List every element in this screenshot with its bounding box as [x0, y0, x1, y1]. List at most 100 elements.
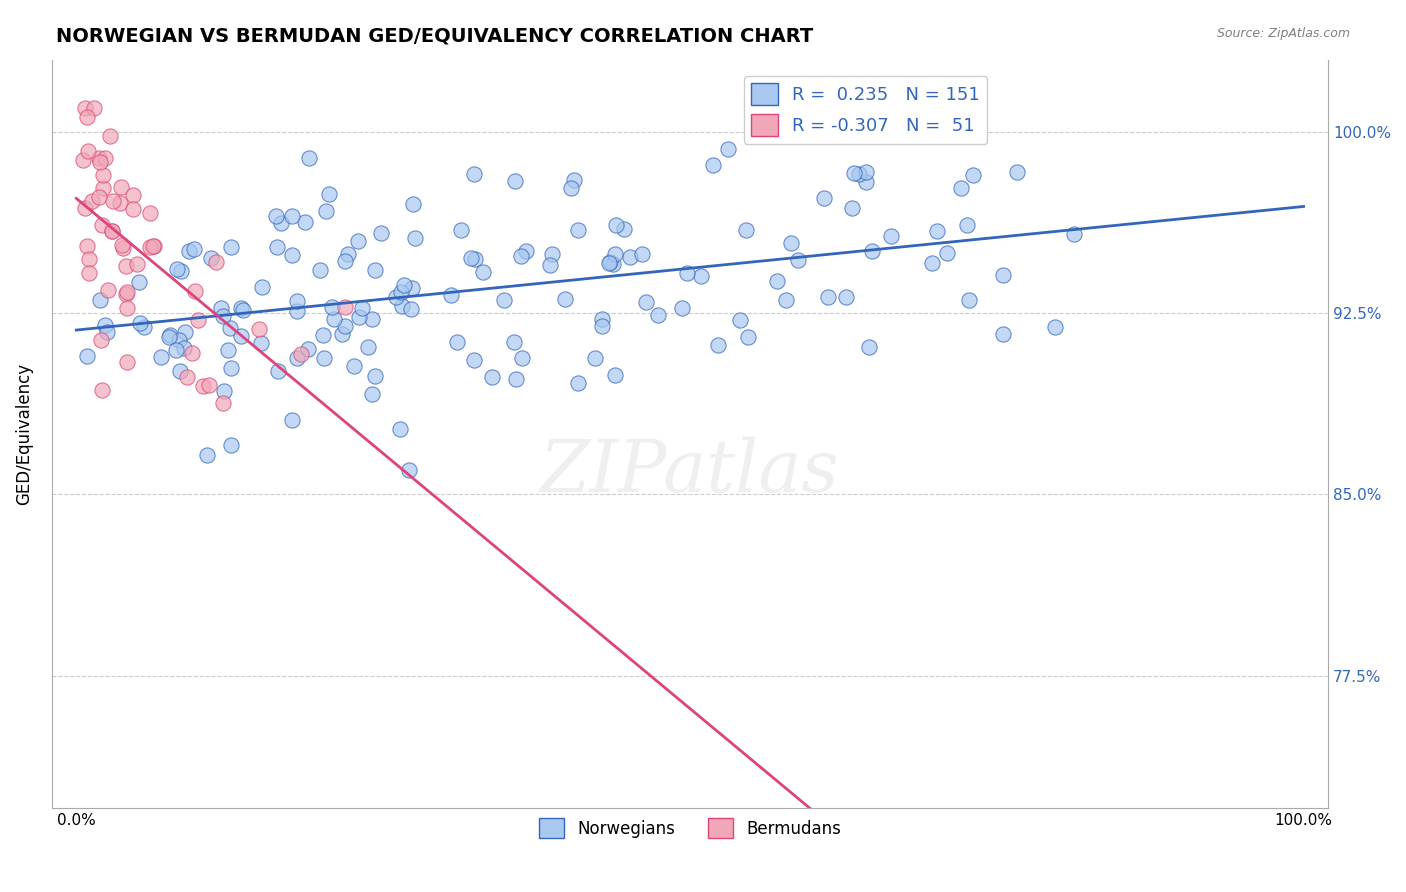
Point	[83, 101, 105, 115]
Legend: Norwegians, Bermudans: Norwegians, Bermudans	[531, 812, 848, 845]
Point	[195, 448, 218, 462]
Point	[100, 223, 122, 237]
Point	[676, 266, 699, 280]
Point	[184, 284, 207, 298]
Point	[460, 252, 482, 266]
Point	[855, 175, 877, 189]
Point	[842, 166, 865, 180]
Point	[848, 167, 870, 181]
Point	[956, 218, 979, 232]
Point	[605, 218, 627, 232]
Point	[232, 302, 254, 317]
Point	[297, 342, 319, 356]
Point	[77, 266, 100, 280]
Point	[97, 283, 120, 297]
Point	[247, 322, 270, 336]
Point	[780, 236, 803, 251]
Point	[330, 326, 353, 341]
Point	[401, 281, 423, 295]
Point	[94, 151, 117, 165]
Point	[702, 158, 724, 172]
Text: NORWEGIAN VS BERMUDAN GED/EQUIVALENCY CORRELATION CHART: NORWEGIAN VS BERMUDAN GED/EQUIVALENCY CO…	[56, 27, 814, 45]
Point	[471, 264, 494, 278]
Point	[440, 287, 463, 301]
Point	[389, 422, 412, 436]
Point	[101, 224, 124, 238]
Y-axis label: GED/Equivalency: GED/Equivalency	[15, 363, 32, 505]
Point	[77, 252, 100, 266]
Point	[312, 328, 335, 343]
Point	[76, 110, 98, 124]
Point	[73, 101, 96, 115]
Point	[217, 343, 239, 357]
Point	[110, 179, 132, 194]
Point	[993, 326, 1015, 341]
Point	[364, 368, 387, 383]
Point	[211, 396, 233, 410]
Point	[605, 368, 627, 382]
Point	[735, 223, 758, 237]
Point	[728, 313, 751, 327]
Point	[690, 268, 713, 283]
Point	[991, 268, 1014, 282]
Point	[111, 237, 134, 252]
Point	[212, 309, 235, 323]
Point	[392, 277, 415, 292]
Point	[204, 255, 226, 269]
Point	[281, 413, 304, 427]
Point	[634, 295, 657, 310]
Point	[285, 294, 308, 309]
Point	[132, 320, 155, 334]
Point	[193, 379, 215, 393]
Point	[347, 235, 370, 249]
Point	[231, 329, 253, 343]
Point	[309, 263, 332, 277]
Point	[229, 301, 252, 315]
Point	[174, 325, 197, 339]
Point	[212, 384, 235, 399]
Point	[921, 256, 943, 270]
Point	[463, 352, 485, 367]
Point	[364, 262, 387, 277]
Point	[855, 164, 877, 178]
Point	[538, 258, 561, 272]
Point	[562, 173, 585, 187]
Point	[73, 201, 96, 215]
Point	[337, 247, 360, 261]
Point	[1063, 227, 1085, 241]
Point	[111, 241, 134, 255]
Point	[841, 202, 863, 216]
Point	[463, 167, 485, 181]
Point	[401, 301, 423, 316]
Point	[560, 180, 582, 194]
Point	[619, 250, 641, 264]
Point	[294, 215, 316, 229]
Point	[540, 246, 562, 260]
Point	[103, 194, 125, 208]
Point	[267, 364, 290, 378]
Point	[187, 313, 209, 327]
Point	[384, 290, 406, 304]
Point	[389, 285, 412, 299]
Point	[219, 361, 242, 376]
Point	[598, 256, 620, 270]
Point	[93, 318, 115, 332]
Point	[89, 190, 111, 204]
Point	[183, 242, 205, 256]
Point	[352, 301, 374, 315]
Point	[96, 325, 118, 339]
Point	[98, 129, 121, 144]
Point	[583, 351, 606, 366]
Point	[510, 351, 533, 366]
Point	[167, 334, 190, 348]
Point	[567, 223, 589, 237]
Point	[957, 293, 980, 308]
Point	[323, 312, 346, 326]
Point	[82, 194, 104, 209]
Point	[503, 174, 526, 188]
Point	[114, 259, 136, 273]
Point	[404, 231, 426, 245]
Point	[370, 227, 392, 241]
Point	[446, 334, 468, 349]
Point	[138, 205, 160, 219]
